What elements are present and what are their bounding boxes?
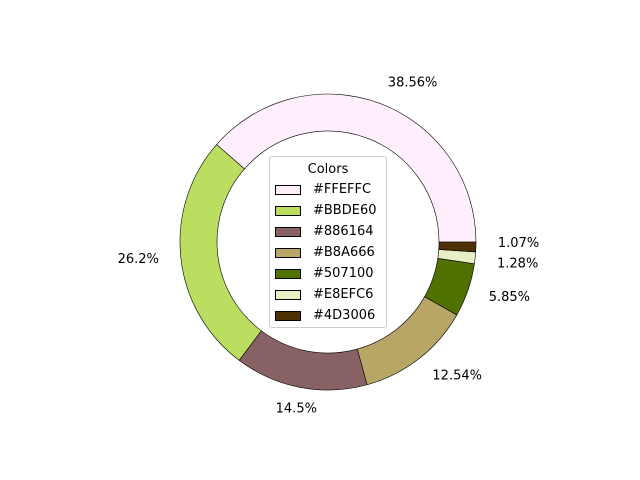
slice-886164 — [238, 330, 368, 391]
slice-ffeffc — [216, 93, 477, 243]
legend: Colors #FFEFFC #BBDE60 #886164 #B8A666 #5071… — [269, 156, 387, 328]
legend-swatch — [275, 185, 301, 195]
legend-swatch — [275, 290, 301, 300]
legend-label: #507100 — [313, 266, 374, 281]
percent-label: 5.85% — [489, 290, 530, 305]
legend-label: #4D3006 — [313, 308, 376, 323]
legend-item: #886164 — [275, 225, 374, 239]
legend-swatch — [275, 311, 301, 321]
donut-slices — [179, 93, 477, 391]
legend-label: #BBDE60 — [313, 203, 377, 218]
percent-label: 26.2% — [118, 252, 159, 267]
legend-swatch — [275, 269, 301, 279]
legend-swatch — [275, 248, 301, 258]
legend-label: #B8A666 — [313, 245, 375, 260]
slice-4d3006 — [438, 241, 477, 253]
percent-label: 14.5% — [276, 402, 317, 417]
legend-swatch — [275, 227, 301, 237]
legend-title: Colors — [307, 162, 349, 177]
legend-item: #507100 — [275, 267, 374, 281]
legend-label: #886164 — [313, 224, 374, 239]
percent-label: 1.07% — [498, 236, 539, 251]
percent-label: 38.56% — [388, 75, 438, 90]
percent-label: 1.28% — [497, 257, 538, 272]
legend-label: #FFEFFC — [313, 182, 372, 197]
legend-item: #BBDE60 — [275, 204, 377, 218]
legend-item: #B8A666 — [275, 246, 375, 260]
legend-item: #4D3006 — [275, 309, 375, 323]
percent-label: 12.54% — [432, 369, 482, 384]
legend-label: #E8EFC6 — [313, 287, 374, 302]
percent-labels: 38.56% 26.2% 14.5% 12.54% 5.85% 1.28% 1.07% — [118, 75, 540, 416]
legend-swatch — [275, 206, 301, 216]
slice-bbde60 — [179, 144, 262, 361]
legend-item: #FFEFFC — [275, 183, 371, 197]
legend-item: #E8EFC6 — [275, 288, 373, 302]
